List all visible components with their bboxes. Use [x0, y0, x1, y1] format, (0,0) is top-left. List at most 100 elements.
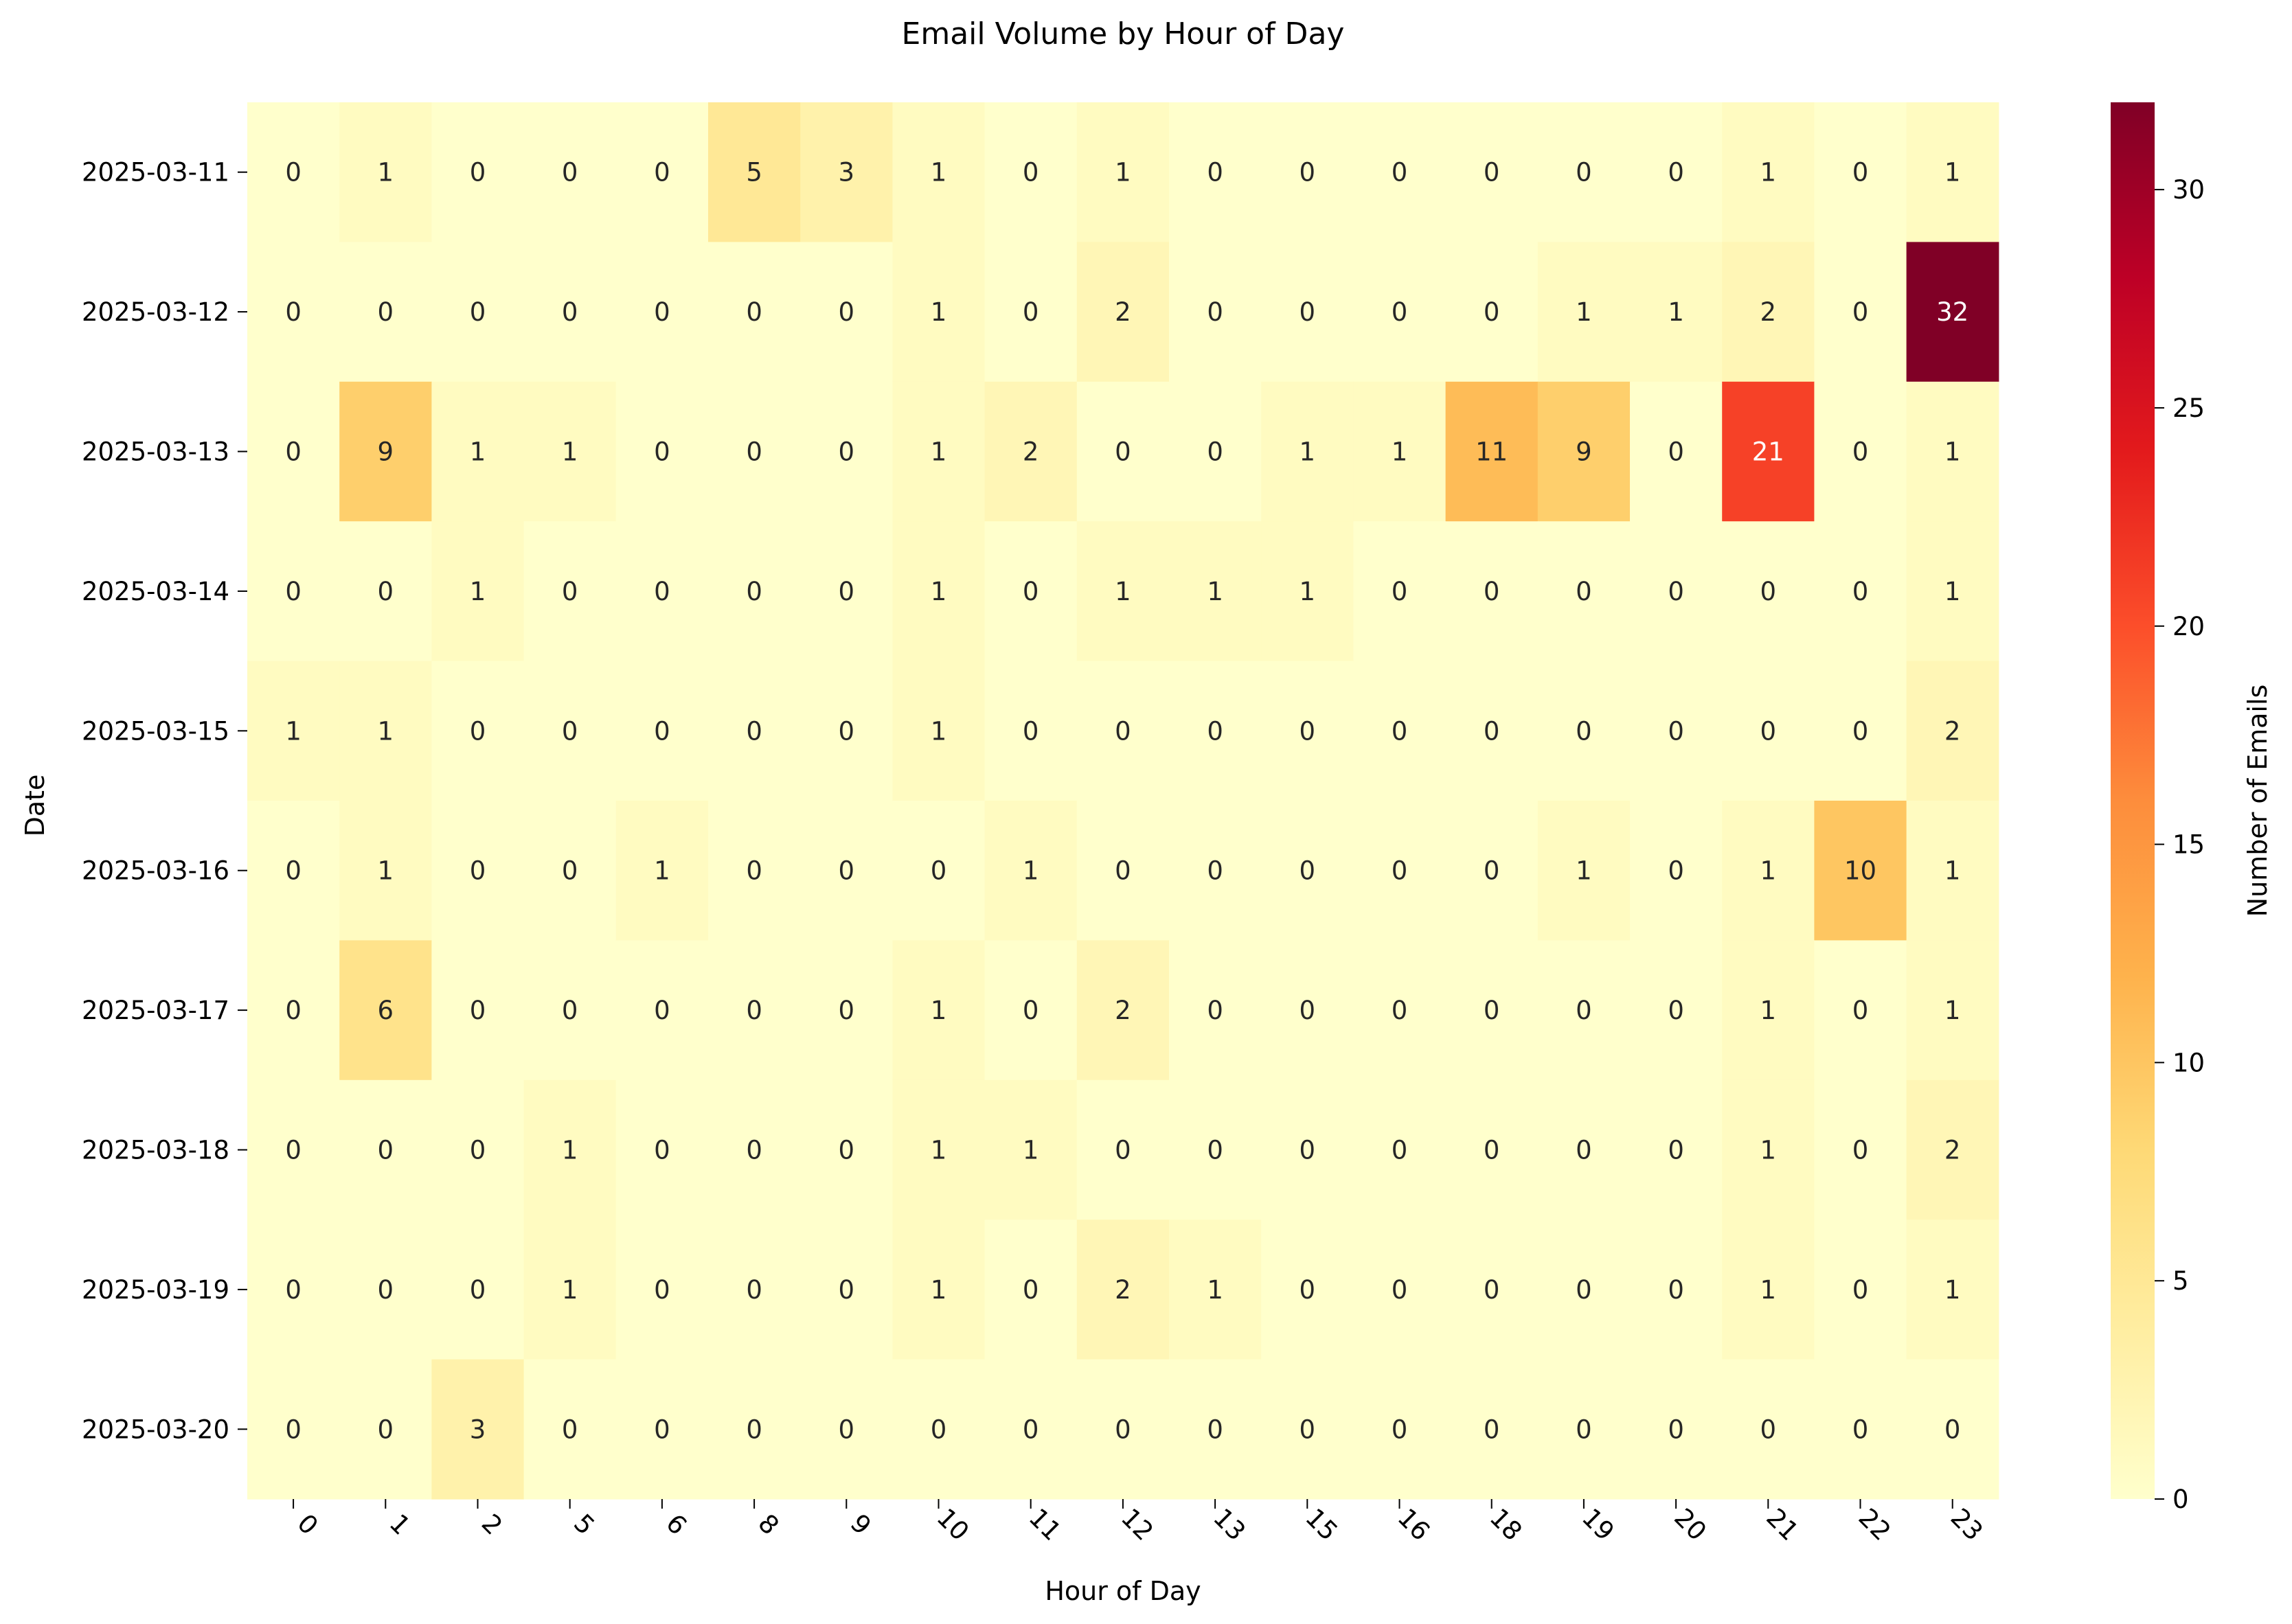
heatmap-cell	[431, 1359, 525, 1500]
x-tick-label: 5	[568, 1509, 600, 1541]
heatmap-cell-label: 0	[1392, 1136, 1408, 1165]
heatmap-cell-label: 0	[1852, 158, 1869, 187]
heatmap-cell	[247, 381, 340, 522]
heatmap-cell	[339, 801, 432, 941]
heatmap-cell-label: 2	[1944, 716, 1961, 746]
heatmap-cell	[1630, 801, 1723, 941]
heatmap-cell-label: 2	[1760, 297, 1777, 327]
heatmap-cell-label: 0	[746, 996, 762, 1025]
heatmap-cell	[1353, 521, 1446, 662]
heatmap-cell	[800, 661, 893, 801]
x-tick-label: 13	[1207, 1502, 1251, 1546]
heatmap-cell	[1076, 521, 1170, 662]
heatmap-cell-label: 0	[654, 437, 670, 467]
heatmap-cell	[1445, 940, 1539, 1081]
heatmap-cell	[708, 1359, 801, 1500]
heatmap-cell-label: 0	[1484, 856, 1500, 886]
heatmap-cell-label: 0	[1300, 856, 1316, 886]
x-tick-label: 21	[1760, 1502, 1804, 1546]
heatmap-cell	[1814, 242, 1907, 382]
heatmap-cell	[1261, 1220, 1354, 1360]
heatmap-cell-label: 0	[470, 297, 486, 327]
heatmap-cell-label: 0	[839, 856, 855, 886]
heatmap-cell	[1722, 381, 1815, 522]
heatmap-cell-label: 0	[1668, 577, 1684, 606]
heatmap-cell	[1630, 1079, 1723, 1220]
heatmap-cell	[1353, 940, 1446, 1081]
heatmap-cell-label: 1	[378, 716, 394, 746]
heatmap-cell-label: 1	[1944, 856, 1961, 886]
heatmap-cell	[1906, 1220, 1999, 1360]
y-tick-label: 2025-03-13	[82, 437, 229, 467]
heatmap-cell-label: 0	[654, 158, 670, 187]
heatmap-cell-label: 0	[1300, 1136, 1316, 1165]
heatmap-cell-label: 0	[1115, 716, 1131, 746]
heatmap-cell-label: 0	[1392, 716, 1408, 746]
heatmap-cell	[1814, 940, 1907, 1081]
heatmap-cell-label: 0	[746, 1415, 762, 1444]
heatmap-cell	[1814, 801, 1907, 941]
heatmap-cell-label: 5	[746, 158, 762, 187]
heatmap-cell	[984, 801, 1078, 941]
heatmap-cell	[615, 1359, 709, 1500]
heatmap-cell	[523, 521, 617, 662]
heatmap-cell-label: 0	[1300, 297, 1316, 327]
heatmap-cell	[1537, 801, 1631, 941]
colorbar-tick-label: 25	[2172, 393, 2205, 423]
y-tick-label: 2025-03-11	[82, 158, 229, 187]
heatmap-cell-label: 1	[931, 996, 947, 1025]
heatmap-cell-label: 2	[1944, 1136, 1961, 1165]
heatmap-cell	[1445, 661, 1539, 801]
heatmap-cell	[247, 661, 340, 801]
heatmap-cell-label: 0	[1115, 437, 1131, 467]
heatmap-cell	[1076, 661, 1170, 801]
heatmap-cell	[1722, 102, 1815, 242]
heatmap-cell	[1076, 1359, 1170, 1500]
heatmap-cell	[984, 1359, 1078, 1500]
heatmap-cell	[1906, 102, 1999, 242]
heatmap-cell	[984, 381, 1078, 522]
heatmap-cell	[1445, 1359, 1539, 1500]
heatmap-cell-label: 0	[1576, 1275, 1592, 1305]
heatmap-cell	[523, 1220, 617, 1360]
heatmap-cells	[247, 102, 1999, 1500]
heatmap-cell-label: 0	[1207, 716, 1223, 746]
heatmap-cell-label: 0	[654, 1415, 670, 1444]
heatmap-cell-label: 0	[1576, 996, 1592, 1025]
heatmap-cell	[1261, 102, 1354, 242]
heatmap-cell-label: 0	[1115, 1415, 1131, 1444]
x-tick-label: 10	[931, 1502, 975, 1546]
heatmap-cell-label: 0	[839, 577, 855, 606]
heatmap-cell	[523, 102, 617, 242]
heatmap-cell	[431, 661, 525, 801]
heatmap-cell	[1906, 801, 1999, 941]
heatmap-cell-label: 1	[1944, 996, 1961, 1025]
heatmap-cell	[339, 1079, 432, 1220]
heatmap-cell	[984, 102, 1078, 242]
heatmap-cell	[1261, 940, 1354, 1081]
heatmap-cell	[1630, 1220, 1723, 1360]
heatmap-cell	[1076, 242, 1170, 382]
heatmap-cell-label: 1	[1944, 577, 1961, 606]
heatmap-cell	[1076, 102, 1170, 242]
heatmap-cell	[1076, 1079, 1170, 1220]
heatmap-cell	[1722, 661, 1815, 801]
heatmap-cell	[1261, 521, 1354, 662]
x-tick-label: 12	[1115, 1502, 1159, 1546]
heatmap-cell	[1906, 1359, 1999, 1500]
heatmap-cell-label: 0	[285, 158, 302, 187]
x-axis-label: Hour of Day	[1045, 1576, 1201, 1606]
heatmap-cell-label: 1	[1300, 577, 1316, 606]
y-tick-label: 2025-03-12	[82, 297, 229, 327]
heatmap-cell-label: 0	[1207, 297, 1223, 327]
heatmap-cell	[431, 940, 525, 1081]
heatmap-cell-label: 0	[839, 996, 855, 1025]
heatmap-cell	[431, 1079, 525, 1220]
heatmap-cell	[892, 381, 986, 522]
heatmap-cell	[708, 381, 801, 522]
heatmap-cell-label: 0	[470, 1275, 486, 1305]
heatmap-cell-label: 21	[1752, 437, 1784, 467]
heatmap-cell-label: 0	[1207, 996, 1223, 1025]
heatmap-cell	[1537, 661, 1631, 801]
heatmap-cell-label: 0	[1023, 996, 1039, 1025]
